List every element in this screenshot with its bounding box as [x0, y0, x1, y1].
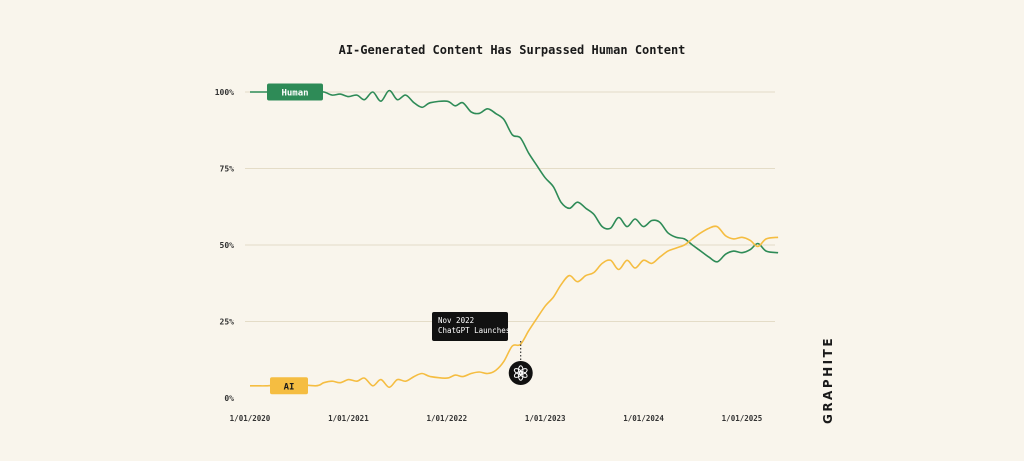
x-tick-label: 1/01/2024 — [623, 414, 664, 423]
annotation-text: ChatGPT Launches — [438, 326, 510, 335]
x-tick-label: 1/01/2022 — [426, 414, 467, 423]
y-axis-ticks: 0% 25% 50% 75% 100% — [215, 88, 234, 403]
badge-background — [270, 377, 308, 395]
annotation-text: Nov 2022 — [438, 316, 474, 325]
openai-logo-icon — [508, 361, 533, 385]
y-tick-label: 75% — [220, 165, 235, 174]
x-tick-label: 1/01/2025 — [722, 414, 763, 423]
chart-title: AI-Generated Content Has Surpassed Human… — [339, 43, 686, 57]
x-tick-label: 1/01/2023 — [525, 414, 566, 423]
y-tick-label: 100% — [215, 88, 234, 97]
y-tick-label: 50% — [220, 241, 235, 250]
gridlines — [245, 91, 775, 322]
ai-series-badge: AI — [270, 377, 308, 395]
brand-logo: GRAPHITE — [818, 335, 838, 425]
x-tick-label: 1/01/2020 — [230, 414, 271, 423]
human-series-badge: Human — [267, 83, 323, 101]
series-name: Human — [281, 89, 308, 99]
brand-wordmark: GRAPHITE — [821, 335, 835, 425]
series-labels: Human AI — [267, 83, 323, 395]
x-axis-ticks: 1/01/2020 1/01/2021 1/01/2022 1/01/2023 1/01… — [230, 414, 763, 423]
y-tick-label: 0% — [224, 394, 234, 403]
human-series-line — [250, 89, 779, 263]
series-lines — [250, 89, 779, 389]
annotation-box — [432, 312, 508, 341]
y-tick-label: 25% — [220, 318, 235, 327]
badge-background — [267, 83, 323, 101]
ai-series-line — [250, 225, 779, 389]
series-name: AI — [284, 382, 295, 392]
x-tick-label: 1/01/2021 — [328, 414, 369, 423]
